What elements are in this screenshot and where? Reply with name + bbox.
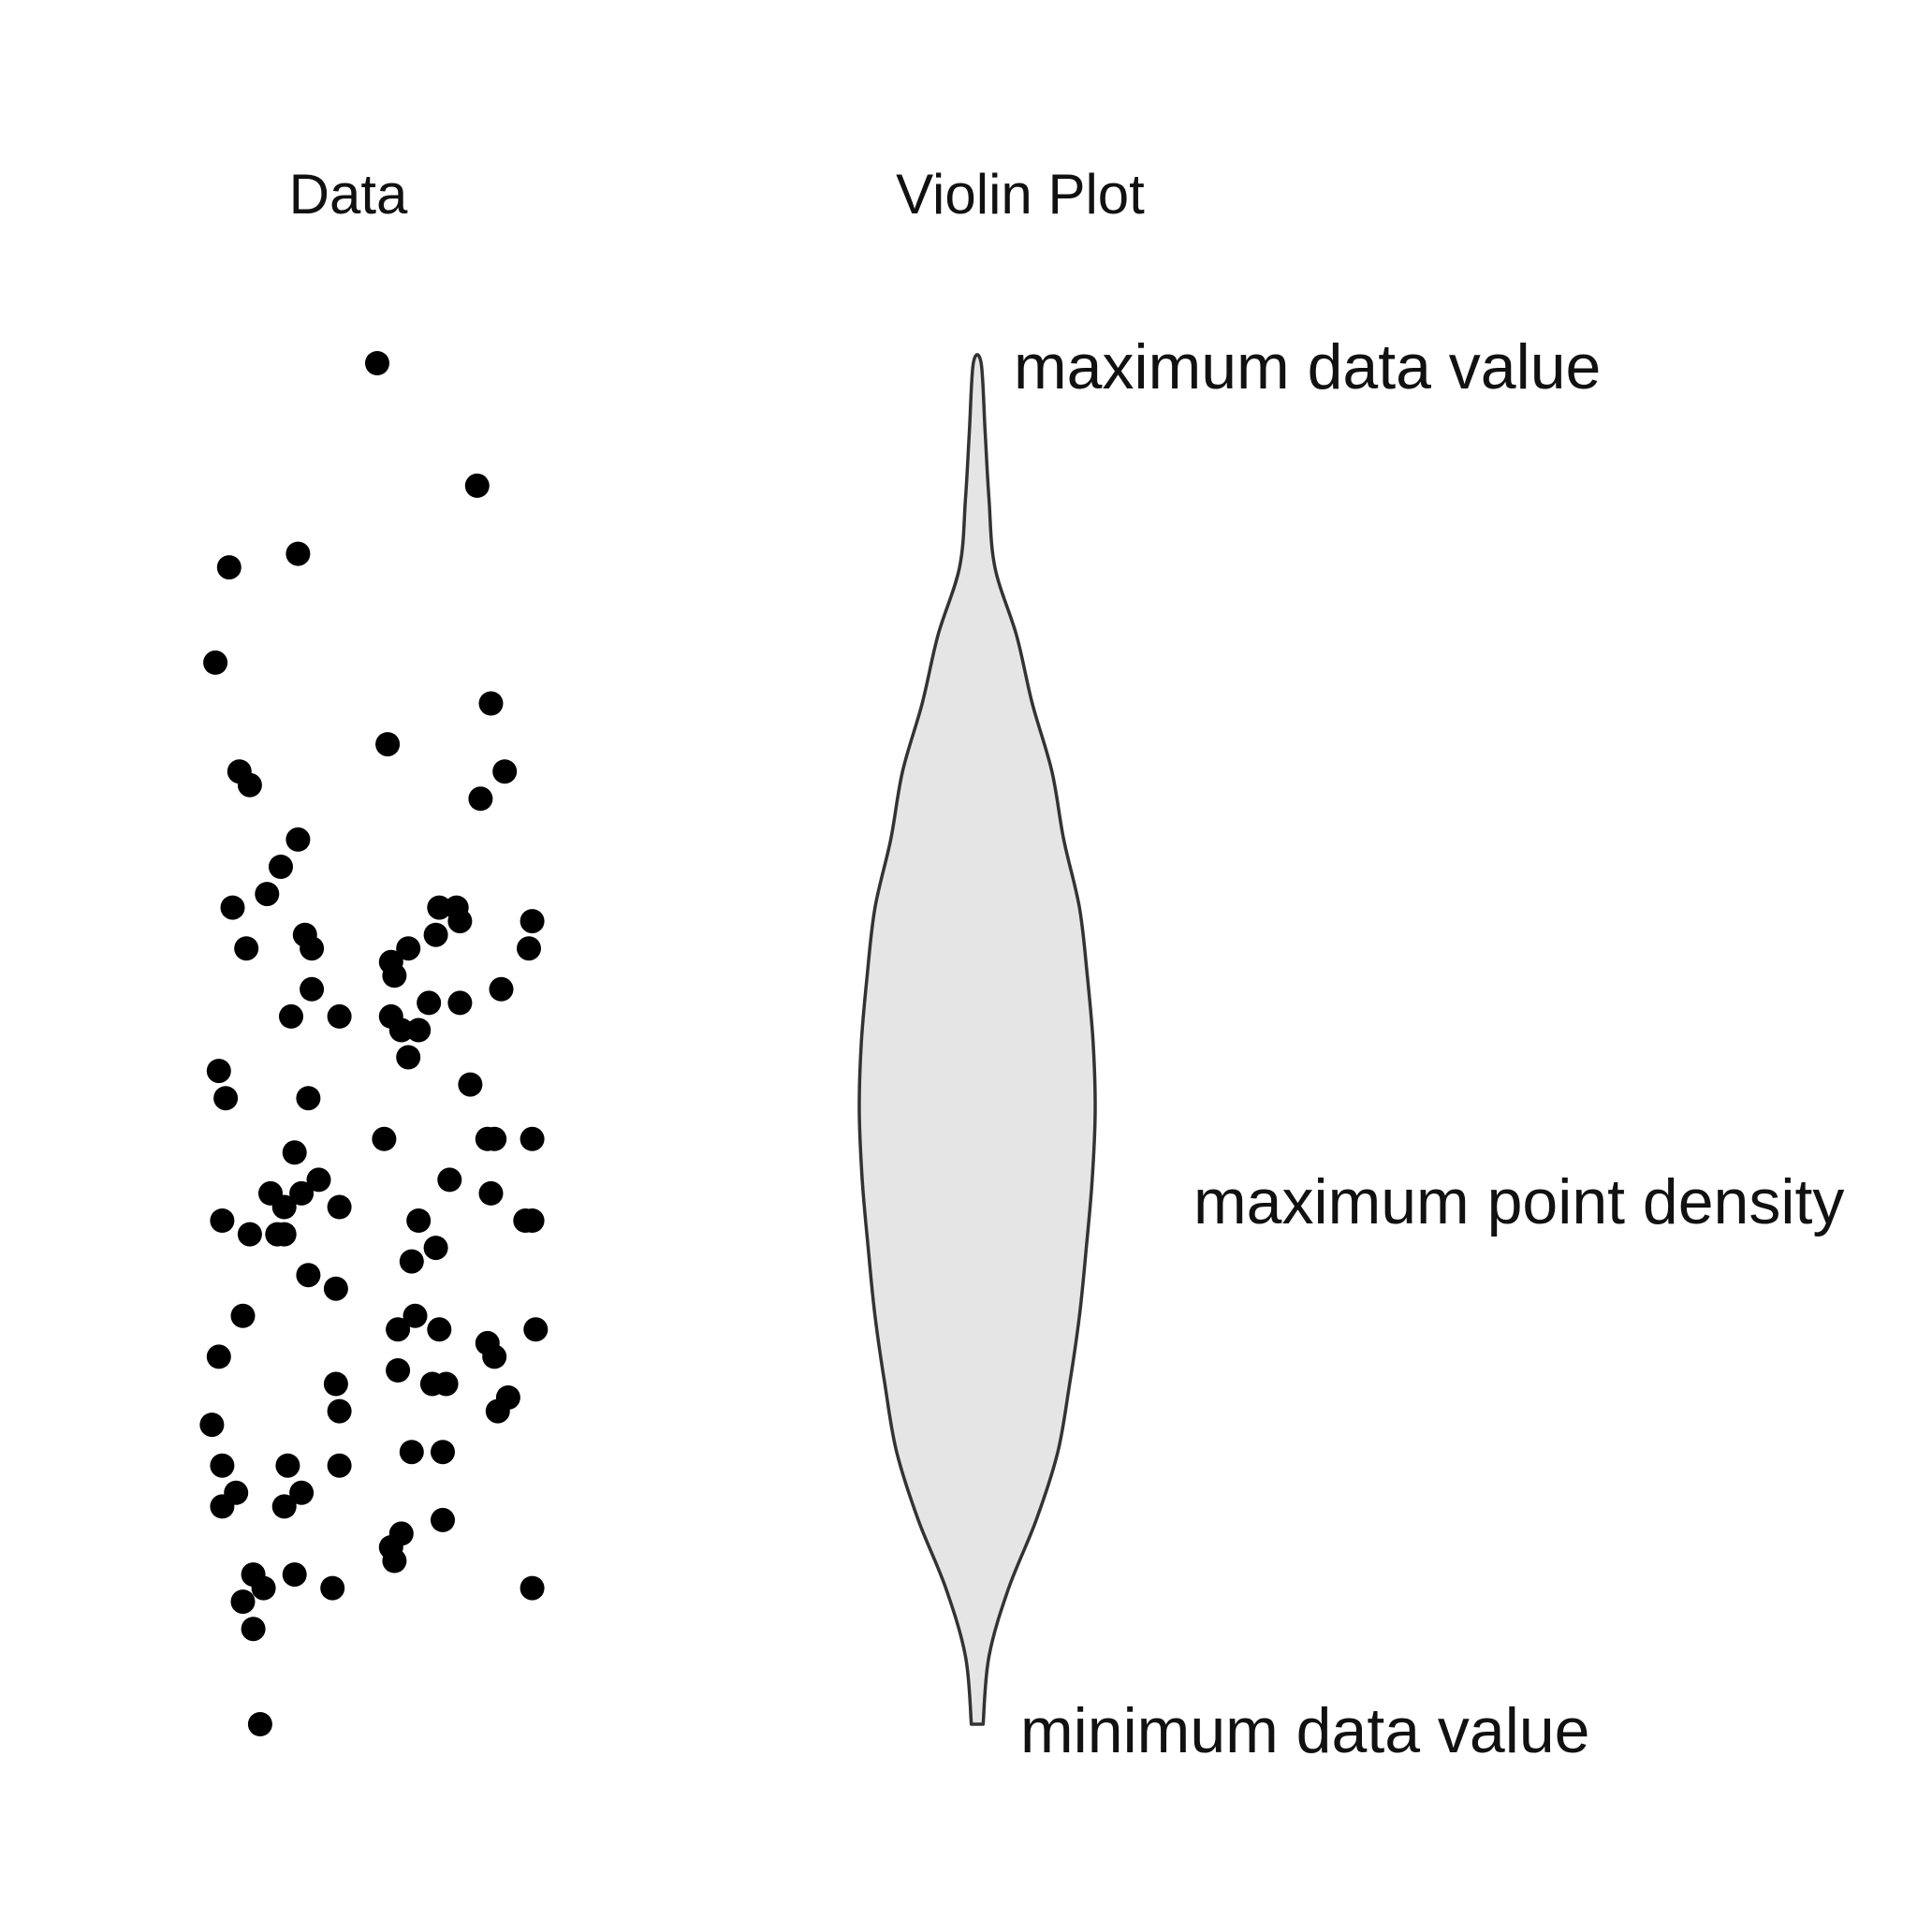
data-point <box>402 1303 428 1328</box>
data-point <box>447 909 473 934</box>
data-point <box>271 1494 297 1519</box>
annotation-max-density: maximum point density <box>1193 1166 1844 1237</box>
data-point <box>406 1017 432 1043</box>
data-point <box>485 1398 510 1424</box>
data-point <box>327 1194 352 1220</box>
data-point <box>378 949 403 974</box>
data-point <box>468 786 493 812</box>
data-point <box>433 1371 459 1397</box>
data-points-group <box>199 351 549 1736</box>
data-point <box>230 1303 256 1328</box>
data-point <box>386 1317 411 1342</box>
data-point <box>300 976 325 1002</box>
data-point <box>375 732 401 757</box>
data-panel-title: Data <box>289 163 408 226</box>
data-point <box>213 1086 239 1111</box>
data-point <box>269 855 293 879</box>
data-point <box>386 1358 411 1383</box>
data-point <box>206 1059 231 1084</box>
data-point <box>427 895 452 920</box>
data-point <box>237 772 262 798</box>
data-point <box>365 351 389 375</box>
data-point <box>431 1440 455 1465</box>
data-point <box>285 827 311 852</box>
data-point <box>478 1180 504 1206</box>
data-point <box>431 1507 455 1532</box>
data-point <box>230 1589 256 1615</box>
annotation-max-value: maximum data value <box>1014 331 1601 402</box>
data-point <box>492 759 518 784</box>
violin-shape <box>857 353 1097 1726</box>
data-point <box>517 936 541 961</box>
data-point <box>220 895 245 920</box>
data-point <box>520 1208 545 1233</box>
data-point <box>520 1126 545 1151</box>
data-point <box>203 650 228 675</box>
data-point <box>282 1140 307 1165</box>
data-point <box>406 1208 432 1233</box>
data-point <box>210 1208 235 1233</box>
data-point <box>300 936 325 961</box>
data-point <box>275 1453 300 1478</box>
data-point <box>458 1072 483 1097</box>
data-point <box>216 555 242 580</box>
data-point <box>388 1017 414 1043</box>
data-point <box>382 1548 407 1573</box>
data-point <box>437 1167 462 1193</box>
data-point <box>478 691 504 716</box>
data-point <box>423 922 448 947</box>
data-point <box>255 882 280 907</box>
data-point <box>396 936 421 961</box>
data-point <box>447 990 473 1016</box>
data-point <box>396 1045 421 1070</box>
data-point <box>323 1276 348 1301</box>
data-point <box>523 1317 549 1342</box>
data-point <box>489 976 514 1002</box>
data-point <box>296 1263 321 1288</box>
data-point <box>427 1317 452 1342</box>
data-point <box>372 1126 397 1151</box>
data-point <box>265 1222 290 1247</box>
data-point <box>210 1453 235 1478</box>
data-point <box>482 1126 507 1151</box>
annotation-min-value: minimum data value <box>1020 1695 1589 1766</box>
data-point <box>289 1480 315 1505</box>
data-point <box>327 1003 352 1029</box>
data-point <box>464 473 490 498</box>
data-point <box>296 1086 321 1111</box>
data-point <box>327 1453 352 1478</box>
data-point <box>234 936 259 961</box>
data-point <box>279 1003 303 1029</box>
data-point <box>251 1575 276 1601</box>
data-point <box>282 1562 307 1588</box>
data-point <box>247 1712 272 1736</box>
data-point <box>423 1236 448 1261</box>
data-point <box>399 1249 424 1274</box>
data-point <box>289 1180 315 1206</box>
data-point <box>482 1344 507 1369</box>
data-point <box>399 1440 424 1465</box>
data-point <box>320 1575 345 1601</box>
data-point <box>520 909 545 934</box>
violin-panel-title: Violin Plot <box>896 163 1145 226</box>
data-point <box>306 1167 331 1193</box>
data-point <box>271 1194 297 1220</box>
data-point <box>210 1494 235 1519</box>
data-point <box>237 1222 262 1247</box>
data-point <box>206 1344 231 1369</box>
data-point <box>241 1617 266 1642</box>
data-point <box>285 541 311 566</box>
data-point <box>199 1412 225 1438</box>
data-point <box>323 1371 348 1397</box>
data-point <box>417 990 442 1016</box>
data-point <box>327 1398 352 1424</box>
data-point <box>520 1575 545 1601</box>
